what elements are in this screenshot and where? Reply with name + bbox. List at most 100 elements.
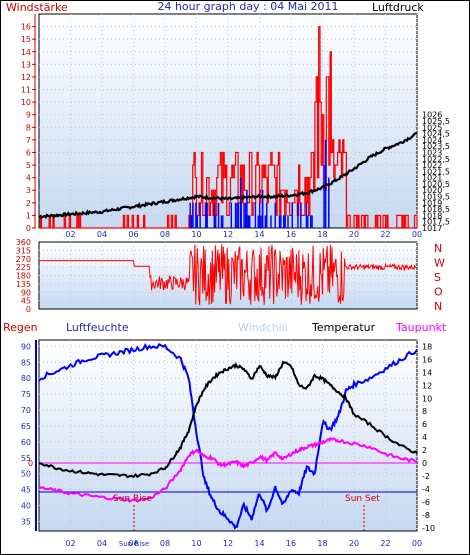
temperature-tick-label: 12 xyxy=(422,381,432,390)
panel1-x-ticks: 02 04 06 08 10 12 14 16 18 20 22 00 xyxy=(65,230,422,239)
pressure-tick-label: 1025,5 xyxy=(422,117,450,126)
wind-tick-label: 15 xyxy=(21,35,31,44)
wind-tick-label: 14 xyxy=(21,48,31,57)
wind-tick-label: 3 xyxy=(26,186,31,195)
pressure-tick-label: 1018,5 xyxy=(422,205,450,214)
temperature-tick-label: 4 xyxy=(422,433,427,442)
x-tick-label: 14 xyxy=(254,230,264,239)
humidity-tick-label: 60 xyxy=(21,438,31,447)
pressure-tick-label: 1020,5 xyxy=(422,180,450,189)
panel3-bg xyxy=(38,339,418,532)
dewpoint-line xyxy=(38,437,418,503)
x-tick-label: 18 xyxy=(317,230,327,239)
wind-tick-label: 13 xyxy=(21,60,31,69)
x-tick-label: 14 xyxy=(254,539,264,548)
wind-strength-label: Windstärke xyxy=(6,1,68,14)
direction-letter: N xyxy=(434,242,442,255)
x-tick-label: 10 xyxy=(191,539,201,548)
pressure-line xyxy=(38,132,418,220)
pressure-tick-label: 1022 xyxy=(422,161,442,170)
panel3-legend: Regen Luftfeuchte Windchill Temperatur T… xyxy=(3,321,447,334)
wind-tick-label: 16 xyxy=(21,23,31,32)
legend-luftfeuchte: Luftfeuchte xyxy=(66,321,129,334)
humidity-tick-label: 90 xyxy=(21,342,31,351)
direction-tick-label: 315 xyxy=(16,246,31,255)
pressure-tick-label: 1022,5 xyxy=(422,155,450,164)
wind-direction-line xyxy=(39,244,417,306)
legend-windchill: Windchill xyxy=(238,321,288,334)
pressure-tick-label: 1017 xyxy=(422,224,442,233)
wind-gust-line xyxy=(39,26,418,229)
pressure-tick-label: 1017,5 xyxy=(422,218,450,227)
x-tick-label: 20 xyxy=(349,539,359,548)
temperature-tick-label: 14 xyxy=(422,368,432,377)
pressure-tick-label: 1023,5 xyxy=(422,142,450,151)
temperature-tick-label: -6 xyxy=(422,498,430,507)
humidity-tick-label: 45 xyxy=(21,486,31,495)
x-tick-label: 16 xyxy=(286,539,296,548)
x-tick-label: 10 xyxy=(191,230,201,239)
wind-tick-label: 1 xyxy=(26,211,31,220)
humidity-tick-label: 80 xyxy=(21,374,31,383)
temperature-tick-label: -10 xyxy=(422,524,435,533)
wind-tick-label: 8 xyxy=(26,123,31,132)
wind-tick-label: 9 xyxy=(26,111,31,120)
x-tick-label: 20 xyxy=(349,230,359,239)
pressure-label: Luftdruck xyxy=(372,1,424,14)
x-tick-label: 22 xyxy=(380,230,390,239)
direction-tick-label: 45 xyxy=(21,297,31,306)
direction-letter: W xyxy=(434,257,445,270)
sunset-label: Sun Set xyxy=(345,494,380,504)
panel-temp-humidity: 0 Sun Rise Sun Set 354045505560657075808… xyxy=(21,339,435,548)
pressure-tick-label: 1019,5 xyxy=(422,193,450,202)
x-tick-label: 06 xyxy=(128,539,138,548)
humidity-tick-label: 40 xyxy=(21,502,31,511)
direction-tick-label: 225 xyxy=(16,263,31,272)
temperature-tick-label: -8 xyxy=(422,511,430,520)
wind-tick-label: 6 xyxy=(26,148,31,157)
wind-tick-label: 10 xyxy=(21,98,31,107)
pressure-tick-label: 1025 xyxy=(422,123,442,132)
temperature-axis-ticks: -10 -8 -6 -4 -2 0 2 4 6 8 10 12 14 16 18 xyxy=(422,342,435,532)
zero-marker: 0 xyxy=(28,459,33,468)
direction-tick-label: 135 xyxy=(16,280,31,289)
x-tick-label: 18 xyxy=(317,539,327,548)
x-tick-label: 04 xyxy=(97,539,107,548)
pressure-tick-label: 1018 xyxy=(422,211,442,220)
x-tick-label: 22 xyxy=(380,539,390,548)
x-tick-label: 00 xyxy=(412,539,422,548)
humidity-tick-label: 50 xyxy=(21,470,31,479)
humidity-tick-label: 85 xyxy=(21,358,31,367)
x-tick-label: 12 xyxy=(223,230,233,239)
pressure-tick-label: 1021,5 xyxy=(422,167,450,176)
pressure-tick-label: 1024,5 xyxy=(422,130,450,139)
wind-tick-label: 11 xyxy=(21,86,31,95)
wind-tick-label: 2 xyxy=(26,199,31,208)
x-tick-label: 16 xyxy=(286,230,296,239)
humidity-axis-ticks: 35 40 45 50 55 60 65 70 75 80 85 90 xyxy=(21,342,31,526)
pressure-tick-label: 1021 xyxy=(422,174,442,183)
pressure-tick-label: 1026 xyxy=(422,111,442,120)
legend-temperatur: Temperatur xyxy=(311,321,376,334)
direction-letter: O xyxy=(434,286,443,299)
x-tick-label: 02 xyxy=(65,230,75,239)
temperature-tick-label: 10 xyxy=(422,394,432,403)
wind-tick-label: 7 xyxy=(26,136,31,145)
humidity-tick-label: 55 xyxy=(21,454,31,463)
x-tick-label: 06 xyxy=(128,230,138,239)
x-tick-label: 04 xyxy=(97,230,107,239)
direction-tick-label: 180 xyxy=(16,272,31,281)
x-tick-label: 08 xyxy=(160,230,170,239)
temperature-tick-label: -2 xyxy=(422,472,430,481)
humidity-tick-label: 70 xyxy=(21,406,31,415)
temperature-tick-label: 6 xyxy=(422,420,427,429)
legend-regen: Regen xyxy=(3,321,38,334)
humidity-tick-label: 35 xyxy=(21,517,31,526)
temperature-tick-label: 18 xyxy=(422,342,432,351)
sunrise-tick-label: Sun Rise xyxy=(119,540,149,548)
